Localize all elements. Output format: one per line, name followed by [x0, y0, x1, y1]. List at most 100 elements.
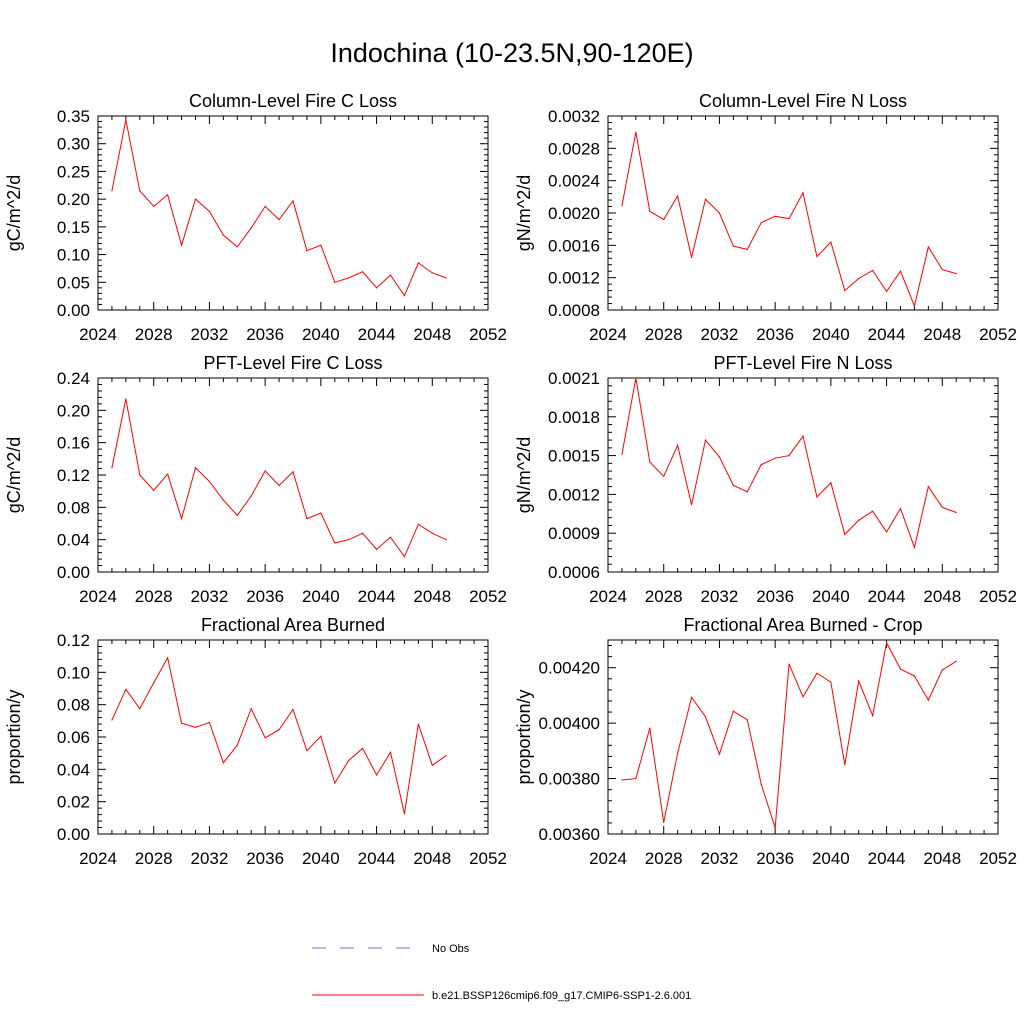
y-axis-label: proportion/y	[4, 689, 24, 784]
data-point	[403, 294, 406, 297]
data-point	[167, 473, 169, 475]
data-point	[362, 271, 364, 273]
x-tick-label: 2032	[701, 587, 739, 606]
x-tick-label: 2028	[135, 587, 173, 606]
data-point	[208, 721, 211, 724]
x-tick-label: 2044	[868, 849, 906, 868]
data-point	[431, 764, 433, 766]
y-tick-label: 0.08	[57, 696, 90, 715]
data-point	[899, 668, 902, 670]
x-tick-label: 2040	[812, 849, 850, 868]
data-point	[955, 660, 957, 662]
series-line	[111, 398, 447, 558]
data-point	[830, 241, 832, 243]
plot-frame	[97, 115, 489, 311]
data-point	[153, 489, 155, 491]
data-point	[844, 764, 846, 766]
y-tick-label: 0.00400	[539, 714, 600, 733]
x-tick-label: 2044	[358, 849, 396, 868]
y-axis-label: gC/m^2/d	[4, 437, 24, 513]
data-point	[941, 268, 943, 271]
x-tick-label: 2044	[358, 587, 396, 606]
data-point	[139, 708, 141, 710]
y-tick-label: 0.12	[57, 631, 90, 650]
x-tick-label: 2040	[302, 325, 340, 344]
y-tick-label: 0.0018	[548, 408, 600, 427]
y-tick-label: 0.10	[57, 663, 90, 682]
data-point	[802, 435, 804, 437]
y-tick-label: 0.0012	[548, 269, 600, 288]
panel-title: Column-Level Fire C Loss	[189, 91, 397, 111]
y-tick-label: 0.16	[57, 434, 90, 453]
y-tick-label: 0.0021	[548, 369, 600, 388]
data-point	[635, 777, 637, 780]
panel-title: PFT-Level Fire N Loss	[713, 353, 892, 373]
legend-model-swatch	[312, 994, 424, 996]
data-point	[941, 506, 943, 508]
y-tick-label: 0.00360	[539, 825, 600, 844]
y-tick-label: 0.05	[57, 273, 90, 292]
data-point	[236, 744, 238, 746]
data-point	[872, 715, 874, 717]
plot-frame	[97, 377, 489, 573]
data-point	[111, 190, 113, 192]
panel-5: 2024 2028 2032 2036 2040 2044 2048 2052 0.00 0.02…	[4, 615, 507, 868]
data-point	[250, 708, 252, 710]
y-tick-label: 0.00380	[539, 770, 600, 789]
x-tick-label: 2048	[413, 325, 451, 344]
y-tick-label: 0.00	[57, 563, 90, 582]
data-point	[292, 471, 294, 473]
y-axis-label: proportion/y	[514, 689, 534, 784]
x-tick-label: 2036	[246, 325, 284, 344]
data-point	[208, 480, 211, 483]
x-tick-label: 2036	[756, 849, 794, 868]
data-point	[125, 398, 127, 400]
data-point	[621, 779, 623, 781]
x-tick-label: 2048	[923, 587, 961, 606]
data-point	[153, 682, 155, 684]
data-point	[125, 688, 127, 690]
data-point	[885, 642, 888, 644]
y-tick-label: 0.02	[57, 793, 90, 812]
data-point	[663, 218, 665, 221]
data-point	[222, 234, 224, 236]
data-point	[746, 719, 748, 721]
x-tick-label: 2032	[191, 325, 229, 344]
y-tick-label: 0.0020	[548, 204, 600, 223]
data-point	[334, 281, 336, 283]
data-point	[635, 377, 637, 379]
data-point	[417, 262, 419, 264]
y-tick-label: 0.04	[57, 760, 90, 779]
data-point	[816, 256, 818, 258]
y-tick-label: 0.00	[57, 301, 90, 320]
panel-title: Column-Level Fire N Loss	[699, 91, 907, 111]
plot-frame	[97, 639, 489, 835]
data-point	[732, 710, 734, 712]
data-point	[445, 754, 447, 757]
data-point	[774, 457, 776, 459]
data-point	[278, 729, 280, 731]
y-tick-label: 0.25	[57, 162, 90, 181]
legend-model-label: b.e21.BSSP126cmip6.f09_g17.CMIP6-SSP1-2.…	[432, 990, 692, 1002]
data-point	[362, 532, 364, 534]
data-point	[844, 533, 846, 536]
y-tick-label: 0.0015	[548, 447, 600, 466]
data-point	[732, 484, 734, 486]
x-tick-label: 2024	[589, 325, 627, 344]
y-tick-label: 0.0016	[548, 236, 600, 255]
x-tick-label: 2052	[979, 587, 1017, 606]
data-point	[913, 675, 916, 677]
y-tick-label: 0.0008	[548, 301, 600, 320]
data-point	[403, 813, 406, 815]
data-point	[663, 821, 665, 823]
data-point	[718, 753, 721, 755]
x-tick-label: 2036	[756, 587, 794, 606]
legend-obs-label: No Obs	[432, 943, 470, 955]
y-tick-label: 0.06	[57, 728, 90, 747]
data-point	[167, 194, 169, 196]
data-point	[690, 504, 693, 506]
y-axis-label: gN/m^2/d	[514, 437, 534, 513]
data-point	[621, 205, 623, 207]
data-point	[292, 708, 294, 711]
x-tick-label: 2024	[79, 325, 117, 344]
